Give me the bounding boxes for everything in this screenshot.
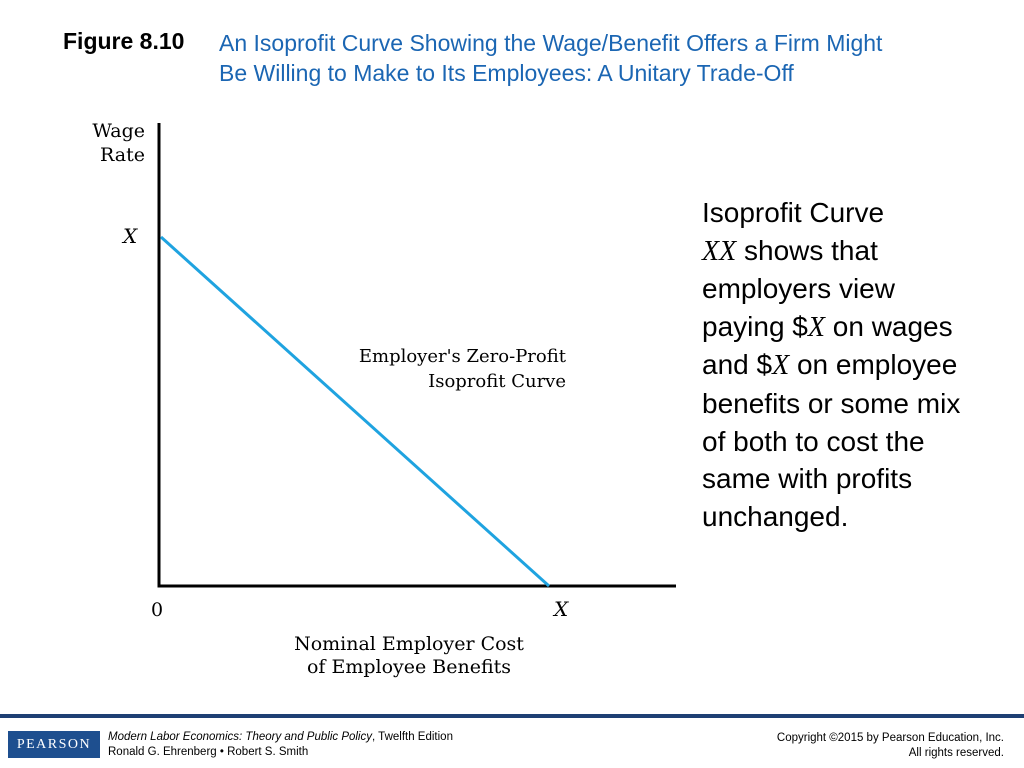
book-info: Modern Labor Economics: Theory and Publi… xyxy=(108,730,453,760)
book-authors: Ronald G. Ehrenberg • Robert S. Smith xyxy=(108,746,309,758)
origin-label: 0 xyxy=(151,599,163,621)
explanation-x-benefits: X xyxy=(772,350,790,382)
y-intercept-label: X xyxy=(121,224,138,248)
figure-title-line-1: An Isoprofit Curve Showing the Wage/Bene… xyxy=(219,30,883,56)
book-edition: , Twelfth Edition xyxy=(372,731,453,743)
copyright-line-1: Copyright ©2015 by Pearson Education, In… xyxy=(776,732,1004,744)
isoprofit-diagram: Wage Rate X 0 X Nominal Employer Cost of… xyxy=(92,120,676,678)
footer-divider xyxy=(0,714,1024,718)
explanation-x-wages: X xyxy=(807,311,825,343)
book-title: Modern Labor Economics: Theory and Publi… xyxy=(108,731,372,743)
figure-title: An Isoprofit Curve Showing the Wage/Bene… xyxy=(219,28,999,88)
figure-label: Figure 8.10 xyxy=(63,28,185,54)
explanation-xx: XX xyxy=(702,235,737,267)
curve-label-line-1: Employer's Zero-Profit xyxy=(359,346,567,367)
y-axis-label-line-2: Rate xyxy=(100,144,145,166)
x-axis-label-line-2: of Employee Benefits xyxy=(307,656,511,678)
explanation-part-3: shows that employers view paying $ xyxy=(702,234,895,342)
copyright-line-2: All rights reserved. xyxy=(908,747,1004,759)
explanation-text: Isoprofit Curve XX shows that employers v… xyxy=(702,194,972,535)
explanation-part-5: on wages and $ xyxy=(702,310,953,381)
explanation-part-7: on employee benefits or some mix of both… xyxy=(702,349,961,532)
y-axis-label-line-1: Wage xyxy=(92,120,145,142)
isoprofit-curve-line xyxy=(159,235,551,588)
x-axis-label-line-1: Nominal Employer Cost xyxy=(294,633,524,655)
explanation-part-1: Isoprofit Curve xyxy=(702,197,885,228)
copyright-notice: Copyright ©2015 by Pearson Education, In… xyxy=(777,731,1004,761)
curve-label-line-2: Isoprofit Curve xyxy=(428,371,566,392)
pearson-logo: PEARSON xyxy=(8,731,100,758)
figure-title-line-2: Be Willing to Make to Its Employees: A U… xyxy=(219,60,794,86)
x-intercept-label: X xyxy=(552,597,569,621)
